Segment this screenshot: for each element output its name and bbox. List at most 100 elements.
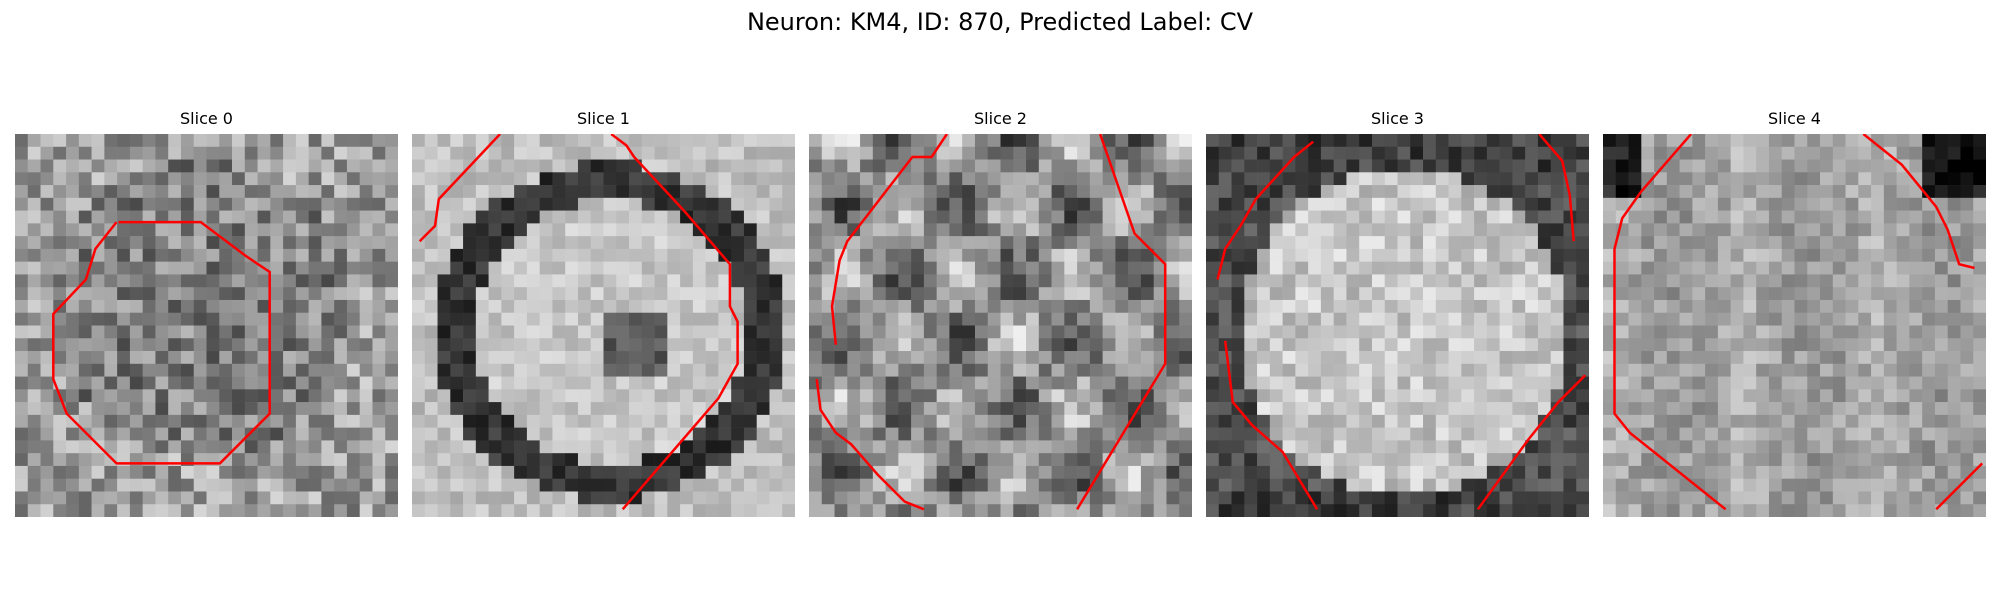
- image-pixel: [1603, 197, 1617, 211]
- image-pixel: [1947, 389, 1961, 403]
- image-pixel: [450, 389, 464, 403]
- image-pixel: [1295, 299, 1309, 314]
- image-pixel: [1922, 299, 1936, 314]
- image-pixel: [552, 274, 566, 288]
- image-pixel: [1845, 376, 1859, 390]
- image-pixel: [1499, 223, 1513, 237]
- image-pixel: [475, 363, 489, 377]
- image-pixel: [923, 197, 937, 211]
- image-pixel: [756, 261, 770, 275]
- image-pixel: [1512, 376, 1526, 390]
- image-pixel: [117, 427, 131, 441]
- image-pixel: [1820, 453, 1834, 467]
- image-pixel: [654, 440, 668, 454]
- image-pixel: [15, 453, 29, 467]
- image-pixel: [1128, 312, 1142, 326]
- image-pixel: [91, 261, 105, 275]
- image-pixel: [603, 491, 617, 505]
- image-pixel: [1896, 287, 1910, 301]
- image-pixel: [1179, 504, 1192, 517]
- image-pixel: [1371, 159, 1386, 173]
- image-pixel: [809, 453, 823, 467]
- image-pixel: [463, 236, 477, 250]
- image-pixel: [1641, 274, 1655, 288]
- image-pixel: [962, 146, 976, 160]
- image-pixel: [1231, 197, 1245, 211]
- image-pixel: [463, 440, 477, 454]
- image-pixel: [1461, 427, 1475, 441]
- image-pixel: [78, 402, 92, 416]
- image-pixel: [1269, 312, 1283, 326]
- image-pixel: [412, 440, 426, 454]
- image-pixel: [718, 453, 732, 467]
- image-pixel: [1960, 402, 1974, 416]
- image-pixel: [1705, 134, 1719, 148]
- image-pixel: [1359, 414, 1373, 428]
- image-pixel: [334, 351, 348, 365]
- image-pixel: [885, 236, 899, 250]
- image-pixel: [1346, 248, 1360, 262]
- image-pixel: [629, 236, 643, 250]
- image-pixel: [1794, 389, 1808, 403]
- image-pixel: [1692, 465, 1706, 479]
- image-pixel: [1820, 478, 1834, 492]
- image-pixel: [1858, 261, 1872, 275]
- image-pixel: [424, 236, 438, 250]
- image-pixel: [308, 185, 322, 199]
- image-pixel: [782, 146, 795, 160]
- image-pixel: [1257, 197, 1271, 211]
- image-pixel: [898, 491, 912, 505]
- image-pixel: [321, 172, 335, 186]
- image-pixel: [1371, 210, 1386, 224]
- image-pixel: [821, 389, 835, 403]
- image-pixel: [1692, 261, 1706, 275]
- slice-image: [412, 134, 795, 517]
- image-pixel: [1397, 389, 1411, 403]
- image-pixel: [91, 465, 105, 479]
- image-pixel: [1320, 465, 1334, 479]
- image-pixel: [1026, 414, 1040, 428]
- image-pixel: [603, 172, 617, 186]
- image-pixel: [782, 351, 795, 365]
- image-pixel: [1166, 325, 1180, 339]
- image-pixel: [1563, 351, 1577, 365]
- image-pixel: [1883, 338, 1897, 352]
- image-pixel: [667, 453, 681, 467]
- image-pixel: [1077, 478, 1091, 492]
- image-pixel: [1499, 402, 1513, 416]
- image-pixel: [590, 248, 604, 262]
- image-pixel: [911, 172, 925, 186]
- image-pixel: [257, 325, 271, 339]
- image-pixel: [936, 414, 950, 428]
- image-pixel: [78, 440, 92, 454]
- image-pixel: [117, 299, 131, 314]
- image-pixel: [1909, 134, 1923, 148]
- image-pixel: [577, 402, 592, 416]
- image-pixel: [1666, 134, 1680, 148]
- image-pixel: [450, 351, 464, 365]
- image-pixel: [539, 146, 553, 160]
- image-pixel: [552, 248, 566, 262]
- image-pixel: [1206, 299, 1220, 314]
- image-pixel: [539, 248, 553, 262]
- image-pixel: [104, 248, 118, 262]
- image-pixel: [1705, 261, 1719, 275]
- image-pixel: [372, 210, 386, 224]
- image-pixel: [860, 185, 874, 199]
- image-pixel: [603, 185, 617, 199]
- image-pixel: [437, 248, 451, 262]
- image-pixel: [667, 159, 681, 173]
- image-pixel: [923, 414, 937, 428]
- image-pixel: [1781, 465, 1795, 479]
- image-pixel: [424, 414, 438, 428]
- image-pixel: [1871, 312, 1885, 326]
- image-pixel: [949, 172, 963, 186]
- image-pixel: [1679, 504, 1693, 517]
- image-pixel: [1128, 185, 1142, 199]
- image-pixel: [66, 427, 80, 441]
- image-pixel: [1077, 312, 1091, 326]
- image-pixel: [359, 172, 373, 186]
- image-pixel: [1026, 504, 1040, 517]
- image-pixel: [283, 274, 297, 288]
- image-pixel: [1282, 363, 1296, 377]
